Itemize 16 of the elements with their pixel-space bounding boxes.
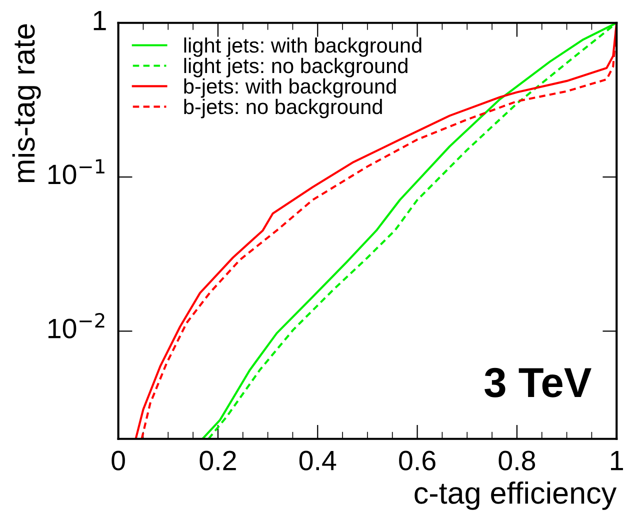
x-tick-label: 0.6 [399, 450, 436, 470]
y-tick-label: 1 [94, 10, 106, 30]
y-tick-label: 10$^{−2}$ [48, 313, 104, 338]
legend-label: b-jets: with background [184, 78, 396, 98]
legend-label: light jets: no background [184, 58, 408, 78]
y-tick-label: 10$^{−1}$ [48, 159, 104, 184]
x-axis-title: c-tag efficiency [414, 481, 617, 510]
x-tick-label: 0 [112, 450, 125, 470]
x-tick-label: 1 [611, 451, 623, 470]
x-tick-label: 0.8 [498, 450, 536, 470]
x-tick-label: 0.2 [200, 450, 236, 470]
annotation: 3 TeV [484, 368, 592, 398]
x-tick-label: 0.4 [299, 450, 336, 470]
legend-label: b-jets: no background [184, 98, 382, 118]
legend-label: light jets: with background [184, 37, 422, 57]
y-axis-title: mis-tag rate [12, 24, 41, 182]
